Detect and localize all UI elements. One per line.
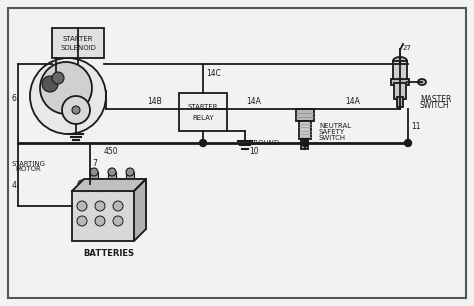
Circle shape [95, 216, 105, 226]
Text: 27: 27 [403, 45, 412, 51]
Text: 14A: 14A [246, 97, 262, 106]
Bar [179, 93, 227, 131]
Text: 7: 7 [92, 159, 97, 168]
Bar [391, 79, 409, 85]
Circle shape [52, 72, 64, 84]
Circle shape [95, 201, 105, 211]
Ellipse shape [418, 79, 426, 85]
Text: STARTER: STARTER [188, 104, 218, 110]
Circle shape [404, 140, 411, 147]
Circle shape [126, 168, 134, 176]
Text: 14B: 14B [147, 97, 162, 106]
Text: SAFETY: SAFETY [319, 129, 345, 135]
Circle shape [77, 201, 87, 211]
Text: 11: 11 [411, 121, 420, 130]
Circle shape [108, 168, 116, 176]
Bar [301, 139, 309, 149]
Circle shape [42, 76, 58, 92]
Ellipse shape [393, 57, 407, 65]
Bar [52, 28, 104, 58]
Circle shape [72, 106, 80, 114]
Circle shape [30, 58, 106, 134]
Text: STARTING: STARTING [11, 161, 45, 167]
Text: SWITCH: SWITCH [319, 135, 346, 141]
Text: RELAY: RELAY [192, 115, 214, 121]
Polygon shape [134, 179, 146, 241]
Text: STARTER: STARTER [63, 35, 93, 42]
Bar [397, 97, 403, 107]
Text: SOLENOID: SOLENOID [60, 45, 96, 51]
Circle shape [301, 140, 309, 147]
Text: BATTERIES: BATTERIES [83, 249, 135, 258]
Circle shape [40, 62, 92, 114]
Bar [84, 179, 146, 229]
Bar [114, 184, 122, 191]
Bar [299, 121, 311, 139]
Text: 14A: 14A [345, 97, 360, 106]
Text: SWITCH: SWITCH [420, 100, 450, 110]
Circle shape [200, 140, 207, 147]
Bar [393, 61, 407, 81]
Text: NEUTRAL: NEUTRAL [319, 123, 351, 129]
Text: 450: 450 [103, 147, 118, 156]
Bar [126, 172, 134, 179]
Circle shape [77, 216, 87, 226]
Text: 10: 10 [249, 147, 259, 156]
Text: 14C: 14C [206, 69, 221, 78]
Text: GROUND: GROUND [249, 140, 280, 146]
Bar [296, 109, 314, 121]
Bar [96, 184, 104, 191]
Bar [90, 172, 98, 179]
Text: MASTER: MASTER [420, 95, 451, 103]
Text: 6: 6 [11, 94, 16, 103]
Circle shape [62, 96, 90, 124]
Bar [72, 191, 134, 241]
Bar [108, 172, 116, 179]
Circle shape [90, 168, 98, 176]
Text: 4: 4 [11, 181, 16, 191]
Circle shape [96, 180, 104, 188]
Circle shape [114, 180, 122, 188]
Bar [394, 83, 406, 99]
Polygon shape [72, 179, 146, 191]
Text: MOTOR: MOTOR [15, 166, 41, 172]
Bar [78, 184, 86, 191]
Circle shape [113, 216, 123, 226]
Circle shape [78, 180, 86, 188]
Circle shape [113, 201, 123, 211]
